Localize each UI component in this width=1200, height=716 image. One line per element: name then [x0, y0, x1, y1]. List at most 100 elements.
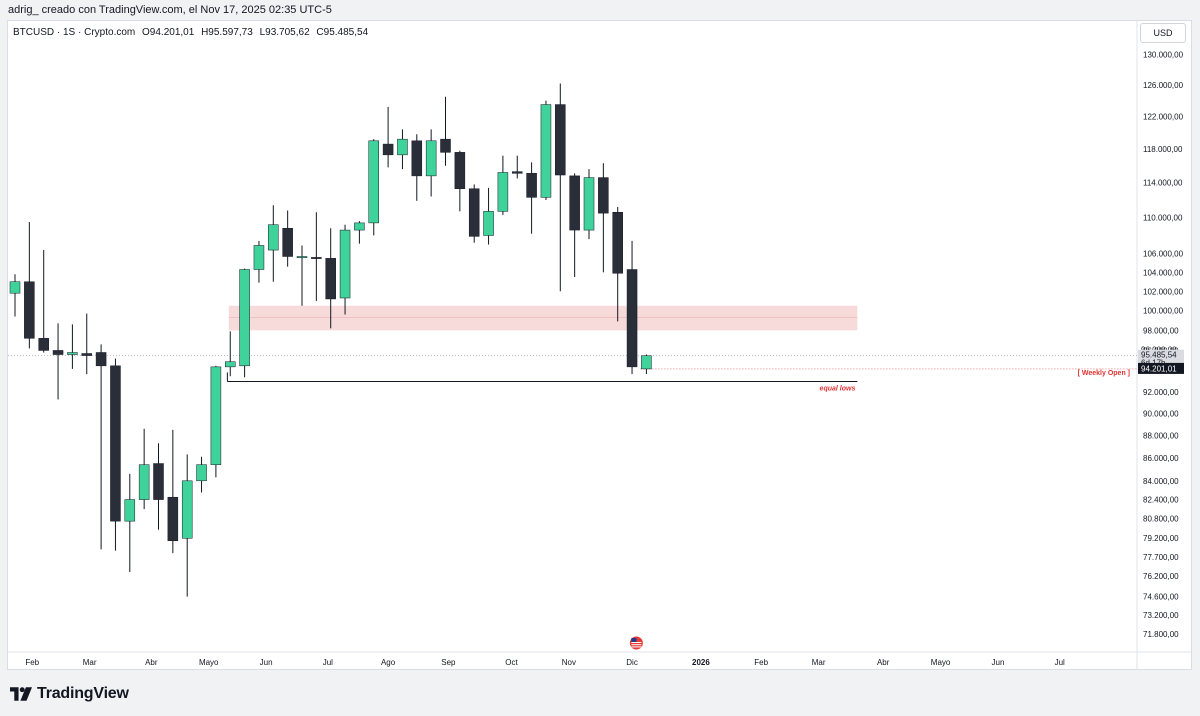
time-tick-label: Feb [25, 658, 39, 667]
tradingview-brand-text: TradingView [37, 685, 129, 702]
weekly-open-price-label: 94.201,01 [1141, 364, 1177, 373]
time-tick-label: Oct [505, 658, 518, 667]
candle-bullish [397, 138, 408, 156]
price-tick-label: 104.000,00 [1143, 268, 1184, 277]
equal-lows-label: equal lows [820, 385, 856, 392]
ohlc-legend: BTCUSD · 1S · Crypto.com O94.201,01 H95.… [13, 27, 372, 38]
time-tick-label: Ago [381, 658, 396, 667]
candle-bullish [225, 361, 236, 368]
candle-bearish [382, 143, 394, 156]
candle-bearish [440, 138, 451, 153]
close-value: C95.485,54 [316, 27, 369, 38]
time-tick-label: Abr [145, 658, 158, 667]
chart-frame[interactable] [7, 20, 1192, 670]
chart-attribution: adrig_ creado con TradingView.com, el No… [8, 4, 332, 16]
candle-bullish [540, 104, 552, 198]
price-tick-label: 74.600,00 [1143, 593, 1179, 602]
candle-bullish [124, 499, 136, 522]
time-tick-label: Jul [323, 658, 333, 667]
candle-bullish [483, 211, 494, 236]
time-tick-label: Jun [260, 658, 273, 667]
candle-bearish [95, 352, 107, 367]
candle-bullish [253, 245, 265, 270]
price-tick-label: 92.000,00 [1143, 388, 1179, 397]
candle-bullish [641, 355, 652, 370]
time-tick-label: Dic [626, 658, 638, 667]
candle-bearish [555, 104, 566, 176]
price-tick-label: 114.000,00 [1143, 179, 1183, 188]
price-tick-label: 110.000,00 [1143, 214, 1183, 223]
candle-bearish [110, 365, 121, 522]
candle-bullish [138, 464, 150, 500]
price-tick-label: 88.000,00 [1143, 431, 1179, 440]
candle-bullish [210, 366, 222, 465]
time-tick-label: Mayo [931, 658, 951, 667]
time-tick-label: 2026 [692, 658, 710, 667]
candle-bullish [9, 281, 21, 294]
currency-button[interactable]: USD [1140, 23, 1186, 43]
candle-bearish [411, 140, 423, 177]
candle-bearish [468, 188, 480, 237]
price-tick-label: 100.000,00 [1143, 307, 1184, 316]
candle-bearish [24, 281, 35, 339]
us-event-flag-icon[interactable] [628, 635, 644, 651]
price-tick-label: 126.000,00 [1143, 81, 1184, 90]
time-tick-label: Mayo [199, 658, 219, 667]
candle-bearish [612, 212, 623, 274]
price-tick-label: 98.000,00 [1143, 326, 1179, 335]
open-value: O94.201,01 [142, 27, 195, 38]
price-tick-label: 79.200,00 [1143, 534, 1179, 543]
price-tick-label: 122.000,00 [1143, 112, 1184, 121]
candle-bearish [52, 350, 64, 355]
candle-bearish [569, 175, 580, 231]
tradingview-logo-icon [10, 687, 32, 701]
candle-bullish [181, 480, 193, 539]
candle-bullish [268, 224, 279, 251]
candle-bullish [497, 172, 509, 212]
symbol-label: BTCUSD · 1S · Crypto.com [13, 27, 136, 38]
candle-bearish [282, 228, 293, 257]
candle-bearish [512, 171, 523, 174]
supply-zone [228, 305, 858, 331]
weekly-open-badge [1138, 362, 1184, 374]
candle-bullish [354, 222, 365, 231]
price-tick-label: 84.000,00 [1143, 477, 1179, 486]
candle-bearish [81, 353, 92, 356]
candle-bearish [38, 338, 49, 351]
time-tick-label: Feb [754, 658, 768, 667]
price-tick-label: 71.800,00 [1143, 630, 1179, 639]
candle-bullish [67, 352, 78, 355]
price-tick-label: 90.000,00 [1143, 409, 1179, 418]
candle-bullish [583, 177, 595, 231]
candle-bullish [239, 269, 250, 367]
price-tick-label: 76.200,00 [1143, 572, 1179, 581]
price-tick-label: 73.200,00 [1143, 611, 1179, 620]
candle-bearish [167, 496, 179, 541]
time-tick-label: Jun [992, 658, 1005, 667]
time-tick-label: Jul [1055, 658, 1065, 667]
price-tick-label: 106.000,00 [1143, 250, 1184, 259]
time-tick-label: Sep [441, 658, 456, 667]
weekly-open-label: [ Weekly Open ] [1078, 370, 1130, 377]
high-value: H95.597,73 [201, 27, 253, 38]
price-tick-label: 130.000,00 [1143, 50, 1184, 59]
price-tick-label: 86.000,00 [1143, 454, 1179, 463]
candle-bearish [311, 257, 322, 259]
candle-bullish [368, 140, 379, 224]
tradingview-logo[interactable]: TradingView [10, 684, 129, 704]
low-value: L93.705,62 [259, 27, 310, 38]
candle-bearish [325, 258, 336, 300]
price-tick-label: 102.000,00 [1143, 287, 1184, 296]
candle-bearish [626, 269, 638, 368]
time-tick-label: Mar [83, 658, 97, 667]
price-tick-label: 82.400,00 [1143, 496, 1179, 505]
candle-bullish [296, 256, 308, 258]
candle-bearish [153, 463, 164, 500]
candle-bearish [454, 152, 466, 189]
last-price-label: 95.485,54 [1141, 351, 1177, 360]
time-tick-label: Abr [877, 658, 890, 667]
price-tick-label: 80.800,00 [1143, 515, 1179, 524]
time-tick-label: Mar [812, 658, 826, 667]
candle-bullish [425, 140, 437, 177]
